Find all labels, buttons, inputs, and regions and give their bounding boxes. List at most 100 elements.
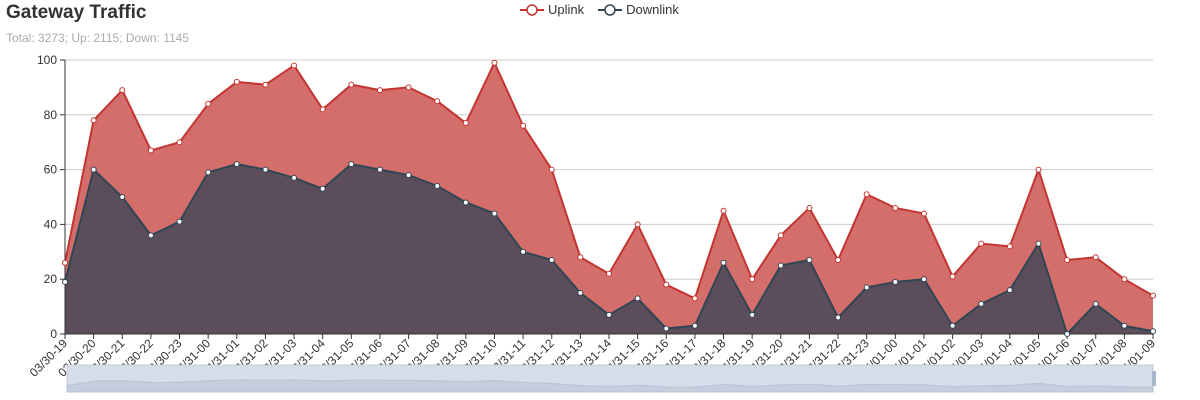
uplink-point[interactable] (491, 59, 498, 66)
uplink-point[interactable] (920, 210, 927, 217)
uplink-point[interactable] (691, 295, 698, 302)
downlink-point[interactable] (462, 199, 469, 206)
downlink-point[interactable] (548, 257, 555, 264)
downlink-point[interactable] (176, 218, 183, 225)
downlink-point[interactable] (348, 161, 355, 168)
uplink-point[interactable] (777, 232, 784, 239)
uplink-point[interactable] (291, 62, 298, 69)
uplink-point[interactable] (949, 273, 956, 280)
uplink-point[interactable] (978, 240, 985, 247)
downlink-point[interactable] (1006, 287, 1013, 294)
uplink-point[interactable] (663, 281, 670, 288)
uplink-point[interactable] (348, 81, 355, 88)
downlink-point[interactable] (777, 262, 784, 269)
downlink-point[interactable] (806, 257, 813, 264)
downlink-legend-icon (598, 3, 623, 16)
legend-item-uplink[interactable]: Uplink (520, 2, 584, 17)
chart-title: Gateway Traffic (6, 2, 147, 23)
downlink-point[interactable] (62, 278, 68, 285)
uplink-point[interactable] (1150, 292, 1156, 299)
y-tick-label: 60 (44, 163, 58, 177)
uplink-point[interactable] (577, 254, 584, 261)
downlink-point[interactable] (90, 166, 97, 173)
downlink-point[interactable] (119, 194, 126, 200)
downlink-point[interactable] (920, 276, 927, 283)
y-axis-labels: 0 20 40 60 80 100 (37, 53, 57, 341)
uplink-point[interactable] (119, 87, 126, 94)
uplink-point[interactable] (376, 87, 383, 94)
downlink-point[interactable] (863, 284, 870, 291)
uplink-point[interactable] (319, 106, 326, 113)
uplink-point[interactable] (262, 81, 269, 88)
downlink-point[interactable] (520, 248, 527, 255)
uplink-point[interactable] (835, 257, 842, 264)
uplink-point[interactable] (548, 166, 555, 173)
downlink-point[interactable] (720, 259, 727, 266)
downlink-point[interactable] (147, 232, 154, 239)
downlink-point[interactable] (434, 183, 441, 190)
uplink-point[interactable] (434, 98, 441, 105)
downlink-point[interactable] (634, 295, 641, 302)
downlink-point[interactable] (892, 278, 899, 285)
uplink-point[interactable] (1006, 243, 1013, 250)
y-tick-label: 40 (44, 217, 58, 231)
uplink-point[interactable] (62, 259, 68, 266)
legend-label-uplink: Uplink (548, 2, 585, 17)
uplink-point[interactable] (863, 191, 870, 198)
downlink-point[interactable] (663, 325, 670, 332)
downlink-point[interactable] (205, 169, 212, 176)
downlink-point[interactable] (949, 322, 956, 329)
downlink-point[interactable] (262, 166, 269, 173)
uplink-point[interactable] (806, 204, 813, 211)
downlink-point[interactable] (577, 289, 584, 296)
uplink-point[interactable] (147, 147, 154, 154)
zoom-handle[interactable] (1152, 371, 1156, 386)
downlink-point[interactable] (1035, 240, 1042, 247)
downlink-point[interactable] (319, 185, 326, 192)
uplink-point[interactable] (90, 117, 97, 124)
uplink-point[interactable] (205, 100, 212, 107)
downlink-point[interactable] (835, 314, 842, 321)
uplink-point[interactable] (1121, 276, 1128, 283)
downlink-point[interactable] (291, 174, 298, 181)
downlink-point[interactable] (1121, 322, 1128, 329)
downlink-point[interactable] (749, 311, 756, 318)
zoom-preview (66, 379, 1154, 393)
uplink-point[interactable] (720, 207, 727, 214)
axes (60, 59, 1154, 339)
downlink-point[interactable] (1150, 328, 1156, 335)
downlink-point[interactable] (1064, 331, 1071, 337)
uplink-point[interactable] (1064, 257, 1071, 264)
downlink-point[interactable] (606, 311, 612, 318)
downlink-point[interactable] (978, 300, 985, 307)
uplink-point[interactable] (634, 221, 641, 228)
uplink-point[interactable] (892, 204, 899, 211)
uplink-point[interactable] (749, 276, 756, 283)
uplink-point[interactable] (176, 139, 183, 146)
uplink-point[interactable] (520, 122, 527, 129)
y-tick-label: 0 (50, 327, 57, 341)
y-tick-label: 20 (44, 272, 58, 286)
downlink-point[interactable] (491, 210, 498, 217)
downlink-area (65, 164, 1153, 334)
uplink-point[interactable] (462, 120, 469, 127)
downlink-point[interactable] (233, 161, 240, 168)
series-areas (64, 61, 1154, 335)
data-zoom-slider[interactable] (66, 364, 1156, 393)
downlink-point[interactable] (376, 166, 383, 173)
uplink-point[interactable] (1092, 254, 1099, 261)
downlink-point[interactable] (405, 172, 412, 179)
legend-label-downlink: Downlink (626, 2, 679, 17)
downlink-point[interactable] (1092, 300, 1099, 307)
uplink-point[interactable] (606, 270, 612, 277)
uplink-point[interactable] (1035, 166, 1042, 173)
uplink-point[interactable] (233, 78, 240, 85)
downlink-point[interactable] (691, 322, 698, 329)
y-tick-label: 80 (44, 108, 58, 122)
legend: Uplink Downlink (520, 2, 679, 17)
uplink-legend-icon (520, 3, 544, 16)
y-tick-label: 100 (37, 53, 57, 67)
uplink-point[interactable] (405, 84, 412, 91)
legend-item-downlink[interactable]: Downlink (598, 2, 679, 17)
